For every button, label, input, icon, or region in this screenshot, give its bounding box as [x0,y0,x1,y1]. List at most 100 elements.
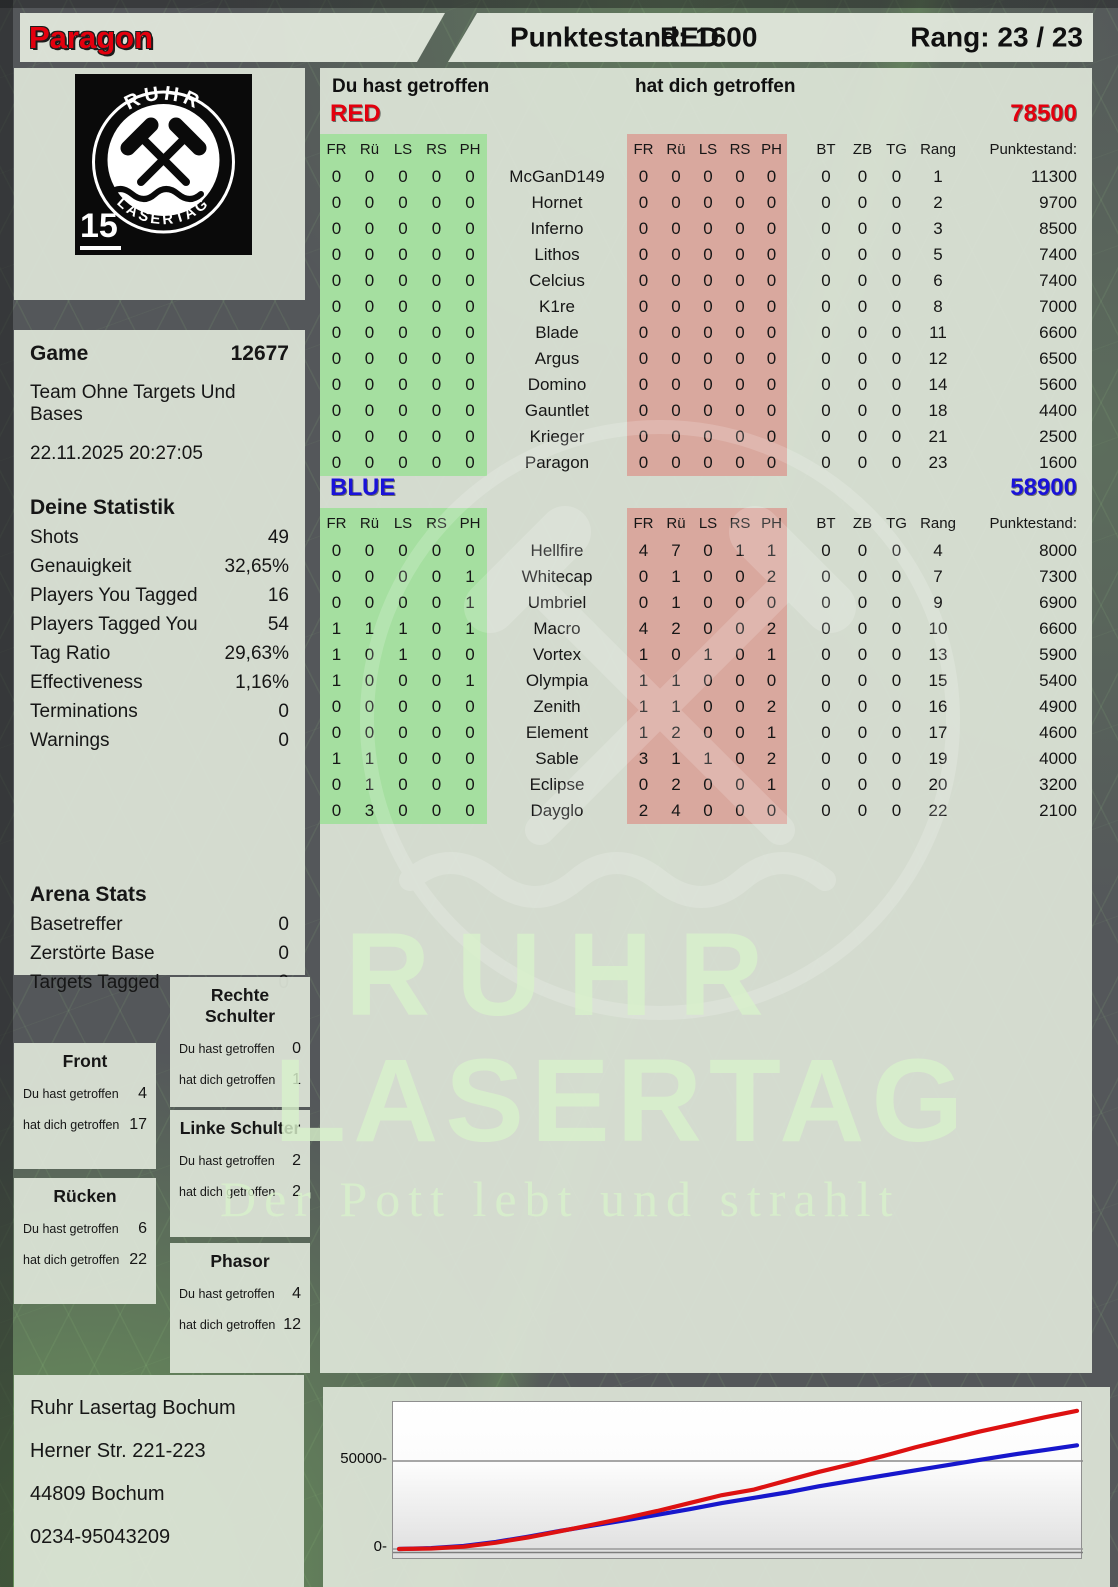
stat-row-value: 1,16% [235,672,289,693]
du-cell: 1 [453,590,487,616]
du-cell: 0 [386,346,420,372]
punkte-cell: 2100 [1039,801,1077,820]
arena-row: Zerstörte Base 0 [30,943,289,972]
stat-row: Terminations 0 [30,701,289,730]
logo-panel: RUHR LASERTAG 15 [14,68,305,300]
hat-cell: 0 [756,190,787,216]
hat-dich-getroffen-label: hat dich getroffen [23,1118,120,1132]
du-cell: 0 [453,216,487,242]
punkte-cell: 1600 [1039,453,1077,472]
extra-cell: 0 [821,541,831,560]
du-cell: 0 [453,398,487,424]
rang-cell: 21 [928,427,948,446]
punkte-cell: 7400 [1039,245,1077,264]
hitbox-du-row: Du hast getroffen 2 [179,1152,301,1170]
game-label: Game [30,342,89,365]
extra-cell: 0 [821,775,831,794]
stat-row-value: 0 [278,701,289,722]
hat-cell: 7 [660,538,692,564]
du-cell: 0 [420,190,453,216]
du-cell: 0 [386,294,420,320]
hat-cell: 1 [660,694,692,720]
du-cell: 0 [420,346,453,372]
hitbox-ruecken: Rücken Du hast getroffen 6 hat dich getroff… [14,1178,156,1304]
hat-cell: 1 [660,668,692,694]
du-cell: 0 [420,242,453,268]
stat-row: Players Tagged You 54 [30,614,289,643]
du-cell: 0 [453,746,487,772]
stat-row-value: 49 [267,527,289,548]
extra-col-header: ZB [852,140,873,158]
hat-cell: 0 [756,798,787,824]
rang-cell: 14 [928,375,948,394]
hat-cell: 0 [692,720,724,746]
punkte-cell: 6600 [1039,619,1077,638]
hat-cell: 0 [627,268,660,294]
table-row: 0 0 0 0 0 Hornet 0 0 0 0 0 0 0 0 2 9700 [320,190,1092,216]
header-player-box: Paragon [20,13,445,62]
extra-cell: 0 [821,697,831,716]
hat-cell: 0 [724,216,756,242]
du-cell: 0 [420,372,453,398]
du-cell: 0 [386,268,420,294]
du-cell: 0 [453,450,487,476]
du-cell: 0 [420,294,453,320]
extra-cell: 0 [857,749,868,768]
rang-cell: 15 [928,671,948,690]
hitbox-hat-row: hat dich getroffen 1 [179,1071,301,1089]
punkte-cell: 11300 [1030,167,1077,186]
arena-row-value: 0 [278,914,289,935]
du-cell: 0 [320,424,353,450]
hat-cell: 0 [692,694,724,720]
du-cell: 0 [420,694,453,720]
extra-cell: 0 [857,401,868,420]
player-name: Gauntlet [524,401,590,420]
arena-row-label: Basetreffer [30,914,123,935]
rang-cell: 18 [928,401,948,420]
hat-dich-getroffen-label: hat dich getroffen [179,1073,276,1087]
extra-cell: 0 [821,723,831,742]
extra-cell: 0 [891,801,902,820]
game-mode: Team Ohne Targets Und Bases [30,382,236,425]
hat-cell: 1 [756,772,787,798]
arena-row-value: 0 [278,943,289,964]
player-name-title: Paragon [29,19,154,55]
hat-col-header: Rü [660,508,692,538]
extra-cell: 0 [821,801,831,820]
du-cell: 0 [353,398,386,424]
extra-cell: 0 [821,671,831,690]
du-cell: 0 [386,216,420,242]
du-hast-getroffen-label: Du hast getroffen [332,76,490,97]
du-cell: 0 [386,242,420,268]
address-line: Ruhr Lasertag Bochum [30,1397,236,1419]
extra-cell: 0 [857,801,868,820]
hat-cell: 0 [756,346,787,372]
extra-cell: 0 [891,193,902,212]
table-row: 0 0 0 0 0 Lithos 0 0 0 0 0 0 0 0 5 7400 [320,242,1092,268]
extra-cell: 0 [857,593,868,612]
du-cell: 1 [353,772,386,798]
hat-cell: 0 [724,424,756,450]
arena-row: Basetreffer 0 [30,914,289,943]
du-cell: 0 [453,320,487,346]
table-row: 1 1 0 0 0 Sable 3 1 1 0 2 0 0 0 19 4000 [320,746,1092,772]
hat-cell: 0 [692,398,724,424]
stat-row-value: 29,63% [224,643,289,664]
punkte-cell: 5900 [1039,645,1077,664]
du-cell: 1 [453,564,487,590]
du-cell: 0 [353,694,386,720]
hat-cell: 0 [724,268,756,294]
hat-dich-getroffen-value: 1 [292,1071,301,1088]
table-row: 0 0 0 0 0 Element 1 2 0 0 1 0 0 0 17 4600 [320,720,1092,746]
punkte-cell: 7400 [1039,271,1077,290]
hat-cell: 0 [692,268,724,294]
stat-row-label: Warnings [30,730,110,751]
stats-section-title: Deine Statistik [30,496,175,519]
hat-cell: 1 [660,564,692,590]
table-row: 0 0 0 0 1 Whitecap 0 1 0 0 2 0 0 0 7 7300 [320,564,1092,590]
player-name: Zenith [533,697,581,716]
hat-cell: 2 [627,798,660,824]
du-hast-getroffen-value: 0 [292,1040,301,1057]
rang-cell: 22 [928,801,948,820]
